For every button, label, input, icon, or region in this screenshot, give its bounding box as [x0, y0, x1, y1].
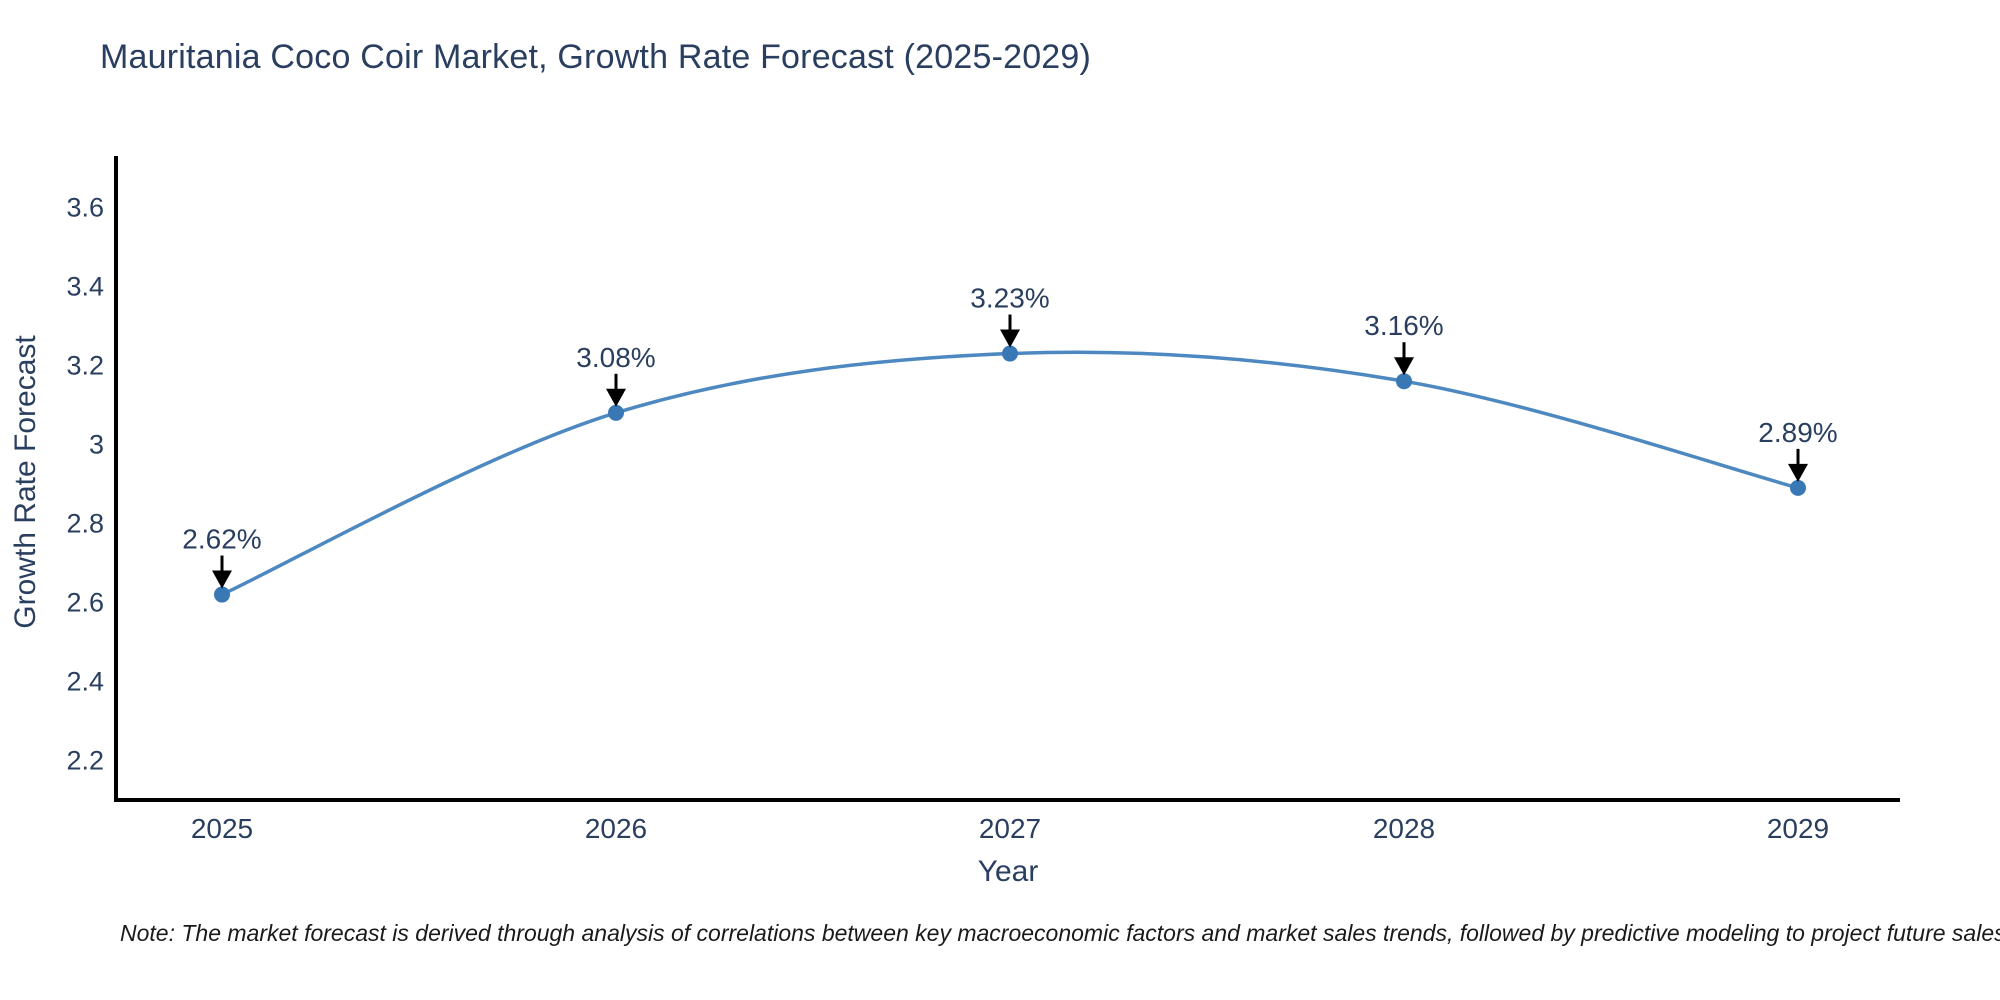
data-point-marker — [1396, 373, 1412, 390]
data-point-marker — [608, 404, 624, 421]
annotation-label: 3.16% — [1364, 310, 1443, 341]
y-tick-label: 3.6 — [66, 192, 104, 222]
y-tick-label: 2.6 — [66, 587, 104, 617]
x-tick-label: 2027 — [979, 813, 1041, 844]
annotation-arrowhead-icon — [212, 570, 232, 589]
x-tick-label: 2029 — [1767, 813, 1829, 844]
annotation-arrowhead-icon — [1394, 357, 1414, 376]
data-point-marker — [1790, 479, 1806, 496]
y-tick-label: 2.4 — [66, 666, 104, 696]
y-tick-label: 2.8 — [66, 508, 104, 538]
annotation-label: 2.89% — [1758, 417, 1837, 448]
chart-title: Mauritania Coco Coir Market, Growth Rate… — [100, 38, 1092, 76]
annotation-arrowhead-icon — [606, 388, 626, 407]
data-point-marker — [1002, 345, 1018, 362]
x-tick-label: 2025 — [191, 813, 253, 844]
data-point-marker — [214, 586, 230, 603]
x-tick-label: 2026 — [585, 813, 647, 844]
footnote: Note: The market forecast is derived thr… — [120, 920, 2000, 946]
x-axis-title: Year — [977, 855, 1039, 888]
annotation-arrowhead-icon — [1788, 463, 1808, 482]
annotation-label: 2.62% — [182, 524, 261, 555]
y-tick-label: 3.2 — [66, 350, 104, 380]
y-axis-title: Growth Rate Forecast — [9, 335, 42, 629]
y-tick-label: 3 — [89, 429, 104, 459]
series-line — [221, 350, 1799, 597]
y-tick-label: 2.2 — [66, 745, 104, 775]
y-tick-label: 3.4 — [66, 271, 104, 301]
annotation-label: 3.23% — [970, 283, 1049, 314]
x-tick-label: 2028 — [1373, 813, 1435, 844]
annotation-label: 3.08% — [576, 342, 655, 373]
annotation-arrowhead-icon — [1000, 329, 1020, 348]
